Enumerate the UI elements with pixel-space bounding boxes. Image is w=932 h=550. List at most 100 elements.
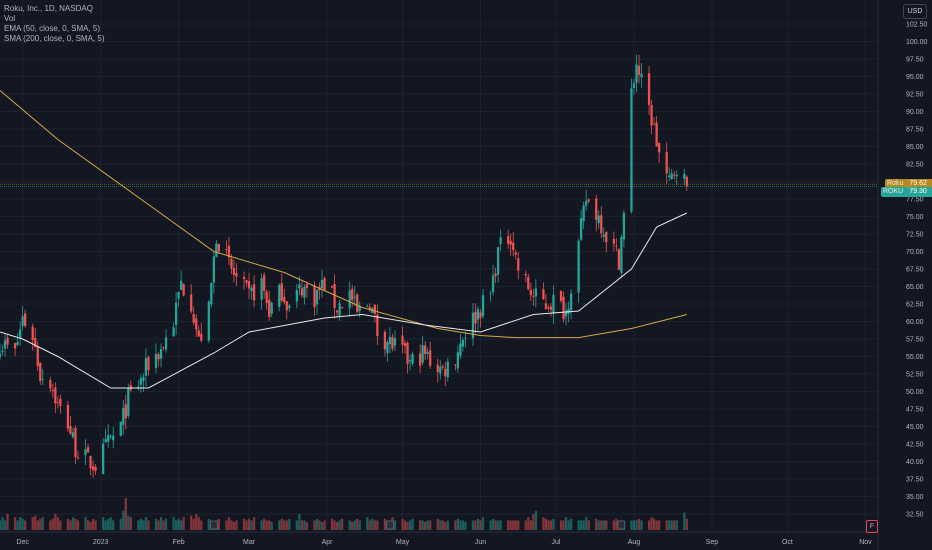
volume-bar: [230, 520, 233, 530]
candle-body: [41, 379, 44, 381]
volume-bar: [514, 520, 517, 530]
volume-bar: [517, 520, 520, 530]
earnings-flag-icon[interactable]: F: [866, 520, 878, 533]
volume-bar: [491, 518, 495, 530]
volume-bar: [652, 518, 656, 530]
candle-body: [509, 240, 512, 245]
candle-body: [605, 231, 608, 243]
volume-bar: [139, 518, 143, 530]
candle-body: [227, 245, 231, 258]
candle-body: [527, 276, 530, 290]
x-tick-label: Aug: [628, 539, 641, 546]
candle-body: [225, 249, 228, 250]
volume-bar: [496, 520, 500, 530]
candle-body: [283, 296, 286, 303]
candle-body: [456, 352, 460, 369]
y-tick-label: 42.50: [906, 442, 924, 449]
candle-body: [559, 290, 563, 301]
y-tick-label: 62.50: [906, 302, 924, 309]
candle-body: [280, 283, 283, 301]
volume-bar: [532, 514, 535, 530]
candle-body: [476, 309, 480, 320]
legend-vol[interactable]: Vol: [4, 14, 16, 23]
volume-bar: [368, 520, 371, 530]
candle-body: [507, 236, 510, 244]
volume-bar: [69, 520, 72, 530]
candle-body: [24, 313, 27, 327]
volume-bar: [122, 510, 125, 530]
candle-body: [265, 291, 268, 304]
candle-body: [323, 278, 326, 290]
currency-button[interactable]: USD: [903, 4, 927, 19]
candle-body: [245, 280, 248, 283]
volume-bar: [655, 520, 658, 530]
volume-bar: [366, 517, 369, 530]
candle-body: [424, 345, 427, 354]
candle-body: [388, 336, 392, 345]
candle-body: [232, 267, 236, 275]
candle-body: [333, 283, 336, 308]
volume-bar: [190, 515, 193, 530]
close-price-tag-label: ROKU: [883, 188, 904, 196]
y-tick-label: 72.50: [906, 232, 924, 239]
volume-bar: [564, 517, 568, 530]
y-tick-label: 102.50: [906, 22, 928, 29]
time-axis[interactable]: Dec 2023 Feb Mar Apr May Jun Jul Aug Sep Oct Nov: [16, 520, 872, 546]
x-tick-label: Oct: [782, 539, 793, 546]
candle-body: [242, 277, 246, 280]
candle-body: [74, 428, 77, 457]
legend-sma[interactable]: SMA (200, close, 0, SMA, 5): [4, 34, 105, 43]
candle-body: [582, 205, 585, 222]
candle-body: [393, 338, 397, 346]
candle-body: [285, 301, 288, 311]
volume-bar: [66, 518, 70, 530]
volume-bar: [534, 510, 537, 530]
volume-bar: [411, 518, 414, 530]
volume-bar: [91, 518, 95, 530]
candle-body: [444, 368, 447, 377]
volume-bar: [250, 520, 253, 530]
volume-bar: [393, 520, 397, 530]
volume-bar: [333, 520, 336, 530]
candle-body: [102, 443, 105, 475]
volume-bar: [265, 520, 268, 530]
candle-body: [655, 122, 658, 147]
volume-bar: [351, 522, 354, 530]
volume-bar: [159, 517, 163, 530]
candle-body: [567, 308, 570, 314]
chart-legend: Roku, Inc., 1D, NASDAQ Vol EMA (50, clos…: [4, 4, 104, 44]
ema-50-line: [0, 212, 688, 389]
legend-title[interactable]: Roku, Inc., 1D, NASDAQ: [4, 4, 93, 13]
y-tick-label: 75.00: [906, 214, 924, 221]
candle-body: [91, 466, 95, 470]
earnings-marker-icon: [386, 520, 394, 530]
volume-bar: [94, 520, 97, 530]
legend-ema[interactable]: EMA (50, close, 0, SMA, 5): [4, 24, 101, 33]
y-tick-label: 40.00: [906, 459, 924, 466]
candle-body: [330, 286, 334, 288]
volume-bar: [489, 520, 492, 530]
candle-body: [612, 239, 615, 244]
volume-bar: [459, 520, 462, 530]
candle-body: [675, 174, 678, 177]
candle-body: [512, 242, 515, 250]
candle-body: [665, 151, 668, 174]
volume-bar: [436, 518, 439, 530]
candle-body: [418, 353, 422, 366]
candle-body: [56, 402, 59, 403]
candle-body: [76, 457, 80, 459]
volume-bar: [3, 520, 7, 530]
candle-body: [338, 303, 341, 316]
volume-bar: [529, 520, 532, 530]
volume-bar: [124, 498, 127, 530]
volume-bar: [74, 518, 77, 530]
y-tick-label: 77.50: [906, 197, 924, 204]
candle-body: [529, 289, 532, 296]
volume-bar: [673, 520, 676, 530]
y-tick-label: 52.50: [906, 372, 924, 379]
candle-body: [18, 329, 22, 339]
candle-body: [207, 301, 210, 341]
y-tick-label: 70.00: [906, 249, 924, 256]
